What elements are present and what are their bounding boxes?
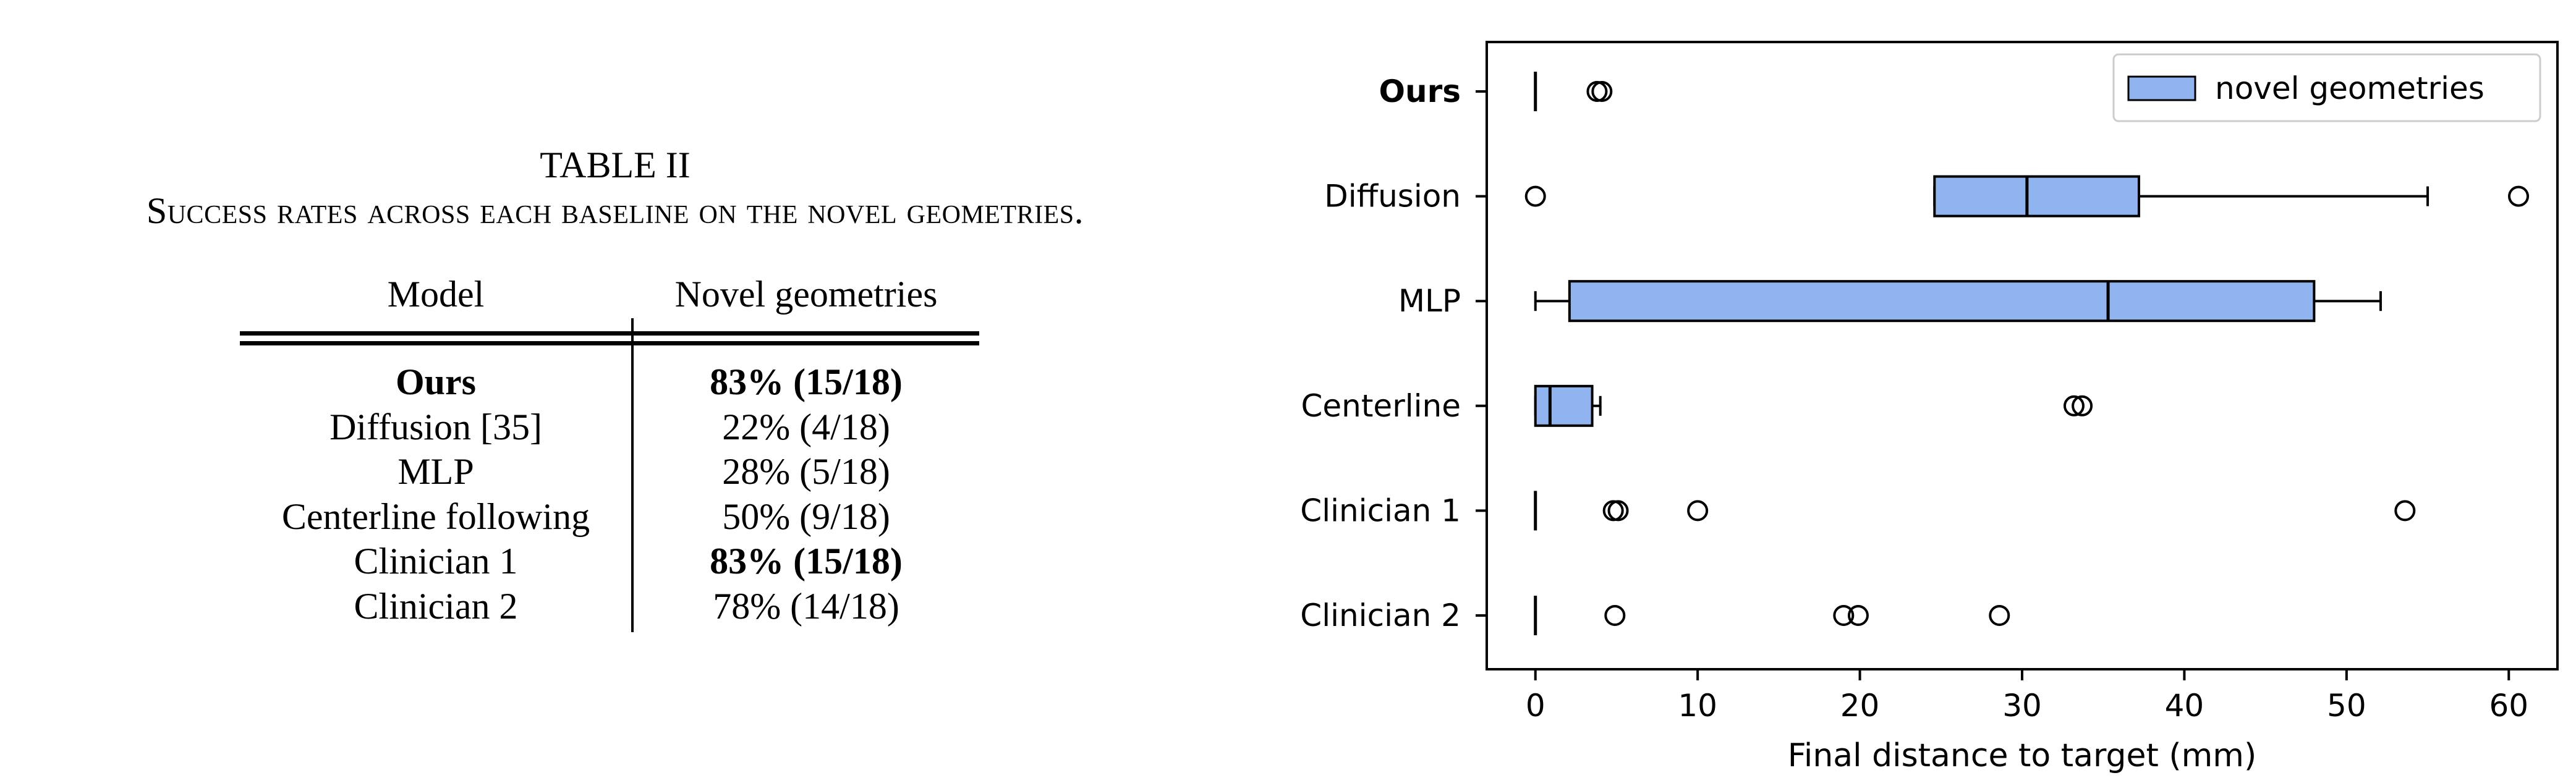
table-cell-model: Ours — [395, 362, 477, 402]
y-tick-label: Ours — [1379, 74, 1461, 109]
table-cell-novel-geometries: 50% (9/18) — [722, 496, 890, 537]
table-cell-novel-geometries: 22% (4/18) — [722, 406, 890, 447]
x-tick-label: 50 — [2327, 688, 2366, 724]
box — [1933, 175, 2140, 218]
legend-box — [2112, 53, 2541, 122]
table-cell-novel-geometries: 83% (15/18) — [710, 541, 903, 581]
x-tick-label: 30 — [2002, 688, 2042, 724]
x-axis-label: Final distance to target (mm) — [1788, 737, 2257, 774]
y-tick-label: MLP — [1398, 283, 1461, 319]
header-rule-bottom — [240, 341, 979, 345]
x-tick-label: 40 — [2165, 688, 2204, 724]
header-model: Model — [387, 274, 485, 315]
outlier-point — [1524, 185, 1546, 207]
table-cell-novel-geometries: 28% (5/18) — [722, 451, 890, 492]
outlier-point — [1607, 500, 1629, 522]
y-tick-label: Clinician 1 — [1300, 493, 1461, 528]
box-group: MLP — [1398, 280, 2382, 323]
table-cell-model: Centerline following — [281, 496, 590, 537]
y-tick-label: Clinician 2 — [1300, 598, 1461, 633]
x-tick-label: 60 — [2489, 688, 2528, 724]
table-title: TABLE II — [540, 145, 691, 185]
table-cell-model: MLP — [397, 451, 474, 492]
header-novel-geometries: Novel geometries — [674, 274, 938, 315]
box-group: Centerline — [1301, 384, 2093, 427]
box-group: Clinician 1 — [1300, 491, 2416, 531]
box-group: Clinician 2 — [1300, 596, 2010, 635]
table-cell-novel-geometries: 78% (14/18) — [713, 585, 899, 627]
outlier-point — [2394, 500, 2416, 522]
outlier-point — [2063, 395, 2085, 416]
outlier-point — [1833, 605, 1855, 626]
legend-label: novel geometries — [2215, 70, 2485, 106]
header-rule-top — [240, 331, 979, 336]
x-tick-label: 20 — [1840, 688, 1880, 724]
y-tick-label: Diffusion — [1324, 179, 1461, 214]
outlier-point — [1989, 605, 2010, 626]
outlier-point — [2072, 395, 2093, 416]
outlier-point — [1687, 500, 1709, 522]
y-tick-label: Centerline — [1301, 388, 1461, 424]
plot-frame — [1486, 41, 2559, 670]
outlier-point — [1847, 605, 1869, 626]
box — [1568, 280, 2316, 323]
box-group: Ours — [1379, 72, 1613, 111]
outlier-point — [1591, 81, 1613, 102]
table-panel: TABLE II Success rates across each basel… — [0, 0, 1230, 778]
table-caption: Success rates across each baseline on th… — [146, 190, 1084, 231]
legend-swatch — [2127, 75, 2196, 101]
legend: novel geometries — [2112, 53, 2541, 122]
box-group: Diffusion — [1324, 175, 2530, 218]
table-cell-model: Clinician 1 — [354, 541, 518, 581]
outlier-point — [2508, 185, 2530, 207]
table-cell-model: Clinician 2 — [354, 585, 518, 627]
table-cell-model: Diffusion [35] — [329, 406, 542, 447]
x-tick-label: 0 — [1526, 688, 1545, 724]
box — [1534, 384, 1594, 427]
outlier-point — [1604, 605, 1626, 626]
table-cell-novel-geometries: 83% (15/18) — [710, 362, 903, 402]
column-divider — [631, 318, 634, 632]
x-tick-label: 10 — [1678, 688, 1717, 724]
